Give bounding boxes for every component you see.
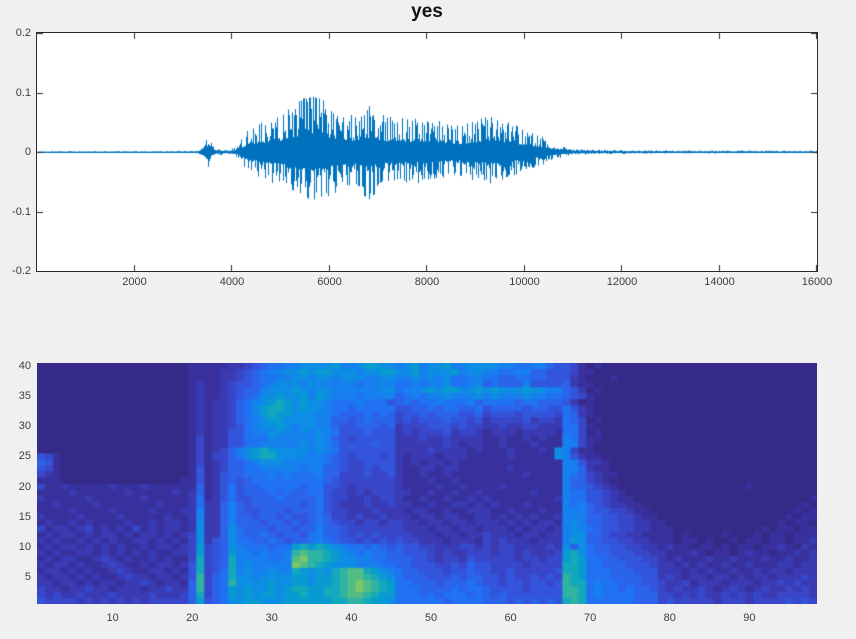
spectrogram-plot [37,363,817,604]
spectrogram-x-tick-label: 70 [584,612,597,624]
waveform-y-tick-label: 0 [24,146,31,158]
waveform-plot [36,32,818,272]
spectrogram-x-tick-label: 30 [265,612,278,624]
spectrogram-y-tick-label: 25 [18,450,31,463]
waveform-y-tick-label: 0.2 [15,27,31,39]
spectrogram-x-tick-label: 80 [663,612,676,624]
spectrogram-y-tick-label: 5 [24,570,31,583]
waveform-y-tick-label: -0.1 [12,205,31,218]
spectrogram-y-tick-label: 20 [18,480,31,493]
spectrogram-y-tick-label: 35 [18,390,31,403]
spectrogram-x-tick-label: 10 [106,612,119,624]
waveform-x-tick-label: 4000 [219,276,245,288]
spectrogram-y-tick-label: 15 [18,510,31,523]
spectrogram-x-tick-label: 40 [345,612,358,624]
spectrogram-x-tick-label: 90 [743,612,756,624]
waveform-x-tick-label: 14000 [704,276,735,288]
spectrogram-canvas [37,363,817,604]
spectrogram-y-tick-label: 10 [18,540,31,553]
spectrogram-y-tick-label: 30 [18,420,31,433]
spectrogram-x-tick-label: 60 [504,612,517,624]
plot-title: yes [411,1,443,22]
spectrogram-x-tick-label: 50 [424,612,438,624]
waveform-x-tick-label: 12000 [606,276,638,288]
waveform-y-tick-label: -0.2 [12,265,31,277]
waveform-x-tick-label: 6000 [317,276,342,288]
waveform-x-tick-label: 8000 [414,276,440,288]
spectrogram-x-tick-label: 20 [186,612,199,624]
waveform-x-tick-label: 10000 [509,276,540,288]
waveform-y-tick-label: 0.1 [15,86,31,99]
spectrogram-y-tick-label: 40 [18,360,31,372]
waveform-x-tick-label: 2000 [122,276,147,288]
waveform-canvas [37,33,817,271]
waveform-x-tick-label: 16000 [801,276,833,288]
